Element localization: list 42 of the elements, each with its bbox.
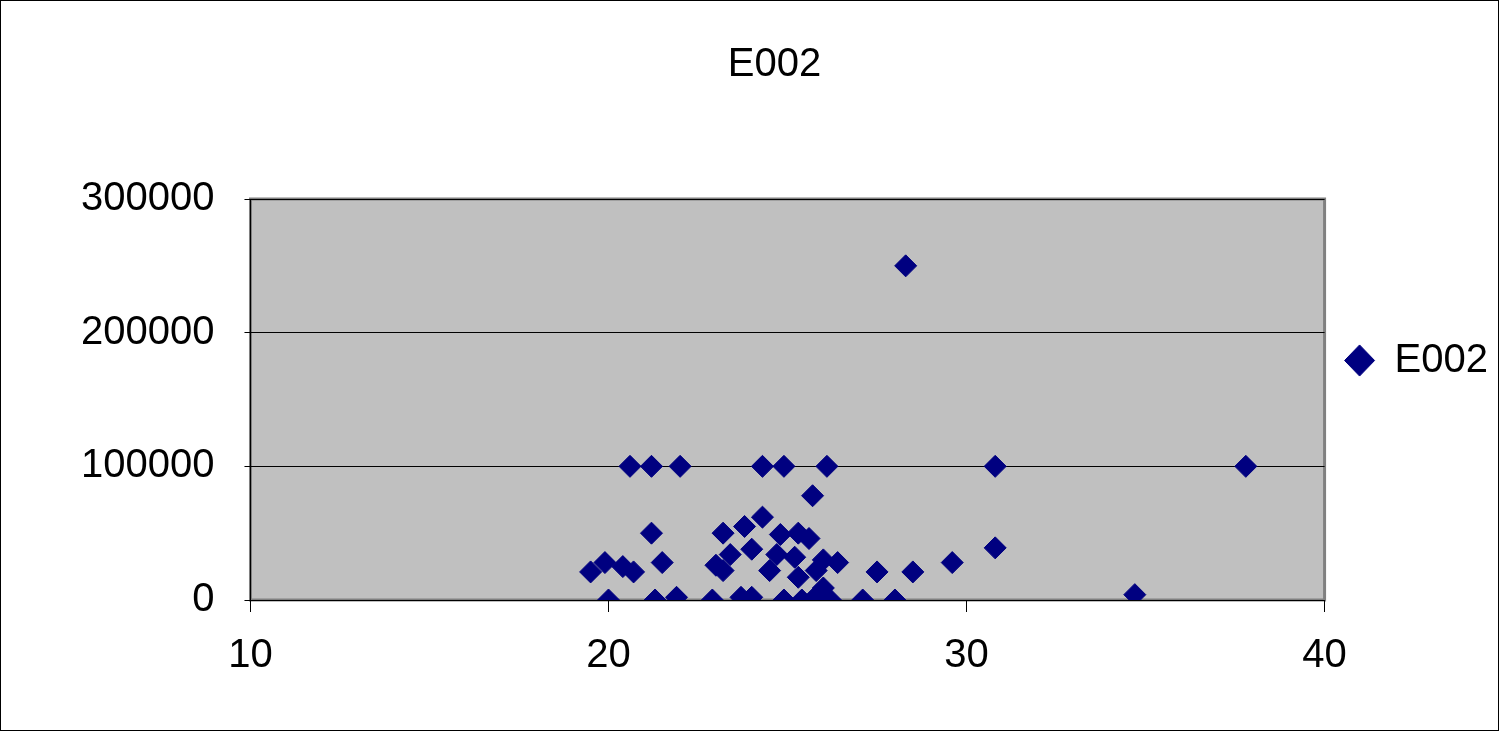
y-tick-label: 0 <box>192 575 215 620</box>
point <box>639 521 663 545</box>
x-tick-label: 20 <box>586 631 631 676</box>
point <box>804 559 828 583</box>
point <box>750 505 774 529</box>
point <box>618 454 642 478</box>
x-tick-label: 30 <box>944 631 989 676</box>
point <box>622 560 646 584</box>
point <box>786 565 810 589</box>
point <box>865 560 889 584</box>
point <box>940 551 964 575</box>
y-tick-label: 100000 <box>80 441 215 486</box>
point <box>901 560 925 584</box>
point <box>765 543 789 567</box>
point <box>983 454 1007 478</box>
point <box>826 551 850 575</box>
point <box>740 537 764 561</box>
y-tick-label: 200000 <box>80 307 215 352</box>
point <box>593 551 617 575</box>
point <box>668 454 692 478</box>
point <box>718 543 742 567</box>
point <box>815 454 839 478</box>
point <box>801 484 825 508</box>
point <box>579 560 603 584</box>
point <box>758 559 782 583</box>
point <box>639 454 663 478</box>
point <box>768 523 792 546</box>
point <box>750 454 774 478</box>
point <box>983 536 1007 560</box>
point <box>772 454 796 478</box>
point <box>783 545 807 569</box>
legend-label: E002 <box>1394 335 1488 380</box>
point <box>650 551 674 575</box>
point <box>797 527 821 551</box>
x-tick-label: 10 <box>228 631 273 676</box>
point <box>733 514 757 538</box>
y-tick-label: 300000 <box>80 174 215 219</box>
point <box>1234 454 1258 478</box>
x-tick-label: 40 <box>1302 631 1347 676</box>
point <box>711 521 735 545</box>
point <box>894 254 918 278</box>
chart-title: E002 <box>727 40 822 85</box>
